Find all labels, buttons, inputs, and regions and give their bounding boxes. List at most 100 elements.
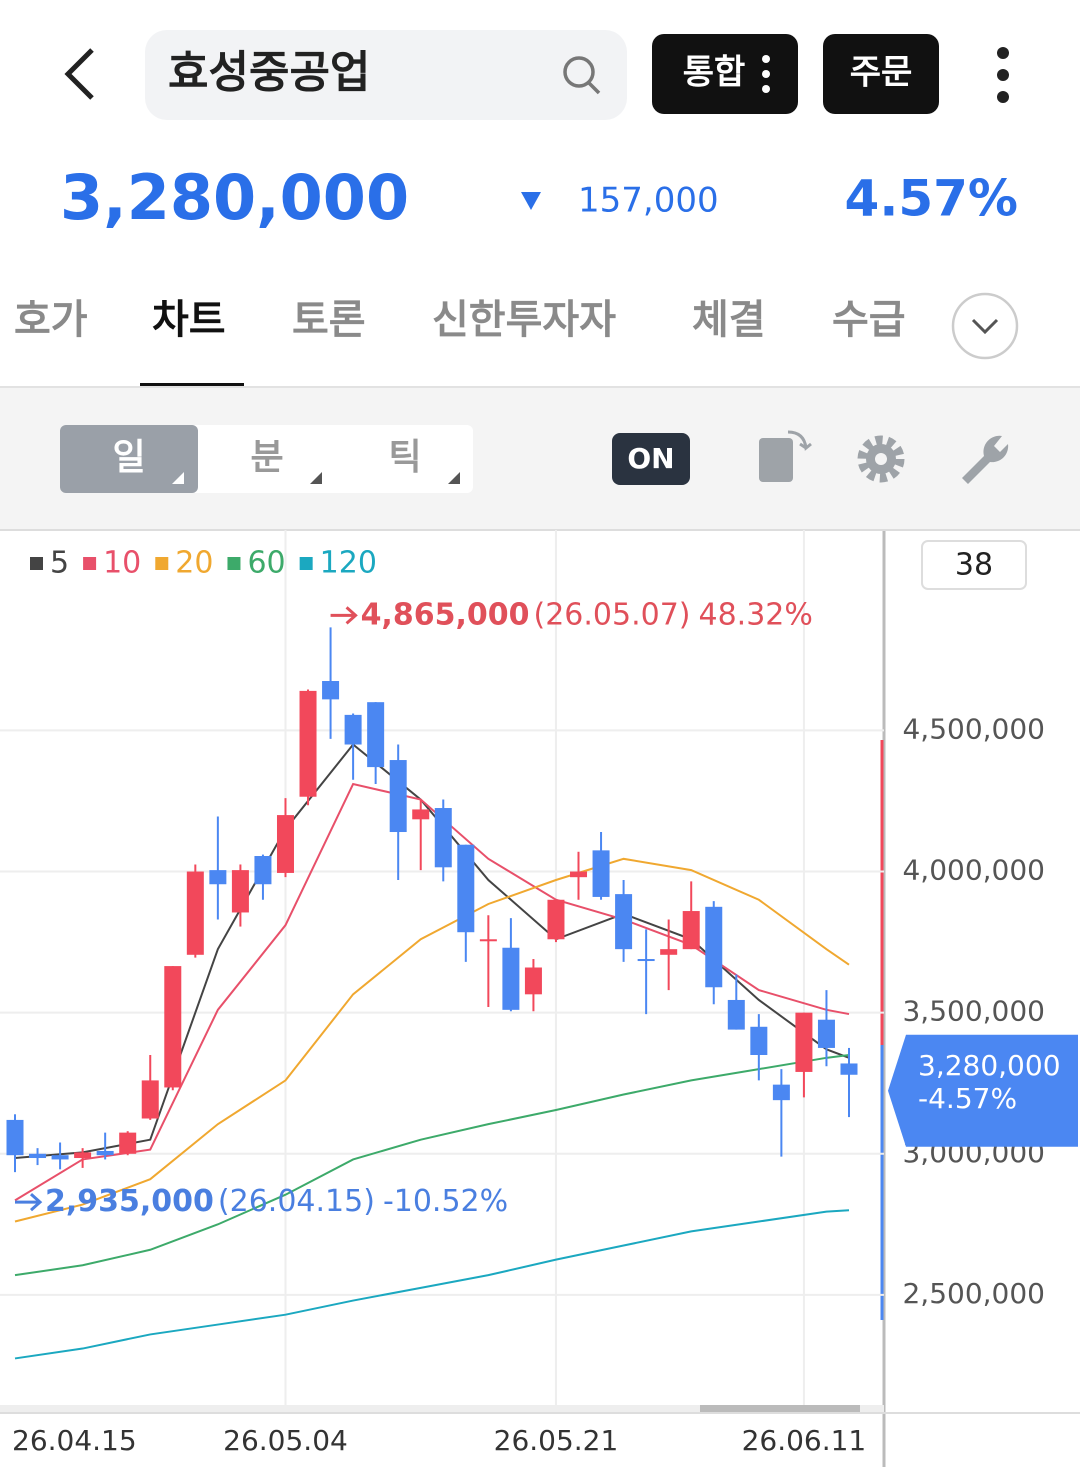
period-option[interactable]: 일 bbox=[112, 437, 145, 478]
toggle[interactable] bbox=[612, 433, 690, 485]
candle-body bbox=[322, 681, 340, 700]
candle-body bbox=[389, 760, 407, 833]
tools-icon[interactable] bbox=[962, 435, 1009, 484]
candle-body bbox=[547, 899, 565, 940]
annotation-arrow bbox=[330, 606, 358, 625]
legend-swatch bbox=[83, 557, 97, 570]
dropdown-mark bbox=[310, 472, 322, 484]
candle-body bbox=[817, 1019, 835, 1048]
dropdown-mark bbox=[172, 472, 184, 484]
period-option[interactable]: 틱 bbox=[388, 437, 421, 478]
search-box[interactable] bbox=[145, 30, 627, 120]
candle-body bbox=[660, 949, 678, 955]
candle-body bbox=[637, 959, 655, 962]
tab[interactable]: 신한투자자 bbox=[432, 297, 616, 343]
count-box bbox=[921, 540, 1027, 590]
y-tick-label: 4,000,000 bbox=[902, 854, 1045, 887]
y-tick-label: 3,500,000 bbox=[902, 995, 1045, 1028]
legend-swatch bbox=[155, 557, 169, 570]
moving-average-line bbox=[14, 1054, 850, 1277]
order-button[interactable] bbox=[823, 34, 939, 114]
dot bbox=[762, 70, 770, 78]
x-tick-label: 26.05.04 bbox=[223, 1424, 348, 1457]
candle-body bbox=[727, 999, 745, 1030]
tab[interactable]: 차트 bbox=[152, 297, 226, 343]
tab[interactable]: 토론 bbox=[292, 297, 366, 343]
last-price: 3,280,000 bbox=[918, 1049, 1061, 1082]
annotation-value-label: 4,865,000 bbox=[361, 597, 530, 632]
candle-body bbox=[254, 856, 272, 885]
candle-body bbox=[795, 1012, 813, 1072]
candle-body bbox=[479, 939, 497, 942]
candle-body bbox=[772, 1084, 790, 1101]
x-tick-label: 26.05.21 bbox=[494, 1424, 619, 1457]
candle-body bbox=[96, 1150, 114, 1156]
settings-icon[interactable] bbox=[857, 435, 905, 483]
legend-swatch bbox=[227, 557, 241, 570]
candle-body bbox=[186, 871, 204, 955]
dot bbox=[762, 85, 770, 93]
candle-body bbox=[344, 714, 362, 745]
candle-body bbox=[231, 870, 249, 913]
more-menu[interactable] bbox=[997, 47, 1009, 103]
y-tick-label: 2,500,000 bbox=[902, 1277, 1045, 1310]
annotation-value-label: 2,935,000 bbox=[45, 1184, 214, 1219]
scrollbar-thumb[interactable] bbox=[700, 1405, 860, 1413]
tab-expand[interactable] bbox=[951, 292, 1019, 360]
segment-active bbox=[60, 425, 198, 493]
annotation-pct: -10.52% bbox=[383, 1184, 508, 1219]
scrollbar-track bbox=[0, 1405, 884, 1413]
moving-average-line bbox=[14, 857, 850, 1223]
candle-body bbox=[682, 911, 700, 950]
dot bbox=[762, 55, 770, 63]
integrated-button[interactable] bbox=[652, 34, 798, 114]
annotation-date: (26.05.07) bbox=[533, 597, 690, 632]
price-change-pct: 4.57% bbox=[845, 170, 1018, 228]
candle-body bbox=[276, 815, 294, 873]
candle-body bbox=[615, 894, 633, 950]
chevron bbox=[971, 318, 999, 335]
candle-body bbox=[705, 906, 723, 988]
rotate-icon[interactable] bbox=[759, 430, 812, 482]
back-button[interactable] bbox=[64, 48, 94, 100]
min_annotation: 2,935,000 (26.04.15) -10.52% bbox=[45, 1184, 508, 1219]
tab[interactable]: 호가 bbox=[14, 297, 88, 343]
tab-underline bbox=[140, 383, 244, 388]
candle-body bbox=[592, 850, 610, 897]
last-price-tag bbox=[888, 1034, 1078, 1147]
tab-bar: 호가 차트 토론 신한투자자 체결 수급 bbox=[14, 297, 906, 388]
moving-average-line bbox=[14, 782, 850, 1202]
candle-body bbox=[524, 967, 542, 995]
candle-body bbox=[502, 947, 520, 1010]
candle-body bbox=[750, 1026, 768, 1055]
search-text: 효성중공업 bbox=[168, 47, 370, 98]
max_annotation: 4,865,000 (26.05.07) 48.32% bbox=[361, 597, 813, 632]
tab[interactable]: 체결 bbox=[692, 297, 766, 343]
candle-body bbox=[457, 844, 475, 933]
candle-body bbox=[840, 1063, 858, 1075]
moving-average-line bbox=[14, 743, 850, 1160]
candle-body bbox=[141, 1080, 159, 1119]
candle-body bbox=[29, 1153, 47, 1159]
candle-body bbox=[164, 966, 182, 1088]
legend-label: 120 bbox=[320, 546, 377, 581]
candle-body bbox=[434, 808, 452, 868]
search-icon-handle bbox=[587, 81, 601, 95]
last-price-pct: -4.57% bbox=[918, 1082, 1017, 1115]
legend-swatch bbox=[30, 557, 43, 570]
x-tick-label: 26.04.15 bbox=[12, 1424, 137, 1457]
button-label: 주문 bbox=[850, 53, 913, 93]
annotation-pct: 48.32% bbox=[699, 597, 813, 632]
period-option[interactable]: 분 bbox=[250, 437, 283, 478]
tab[interactable]: 수급 bbox=[832, 297, 906, 343]
candle-body bbox=[51, 1155, 69, 1160]
x-tick-label: 26.06.11 bbox=[742, 1424, 867, 1457]
candle-count: 38 bbox=[955, 548, 993, 583]
price-change: 157,000 bbox=[578, 181, 719, 221]
legend-label: 60 bbox=[247, 546, 285, 581]
y-tick-label: 4,500,000 bbox=[902, 712, 1045, 745]
candle-body bbox=[209, 870, 227, 885]
annotation-arrow bbox=[15, 1193, 43, 1212]
